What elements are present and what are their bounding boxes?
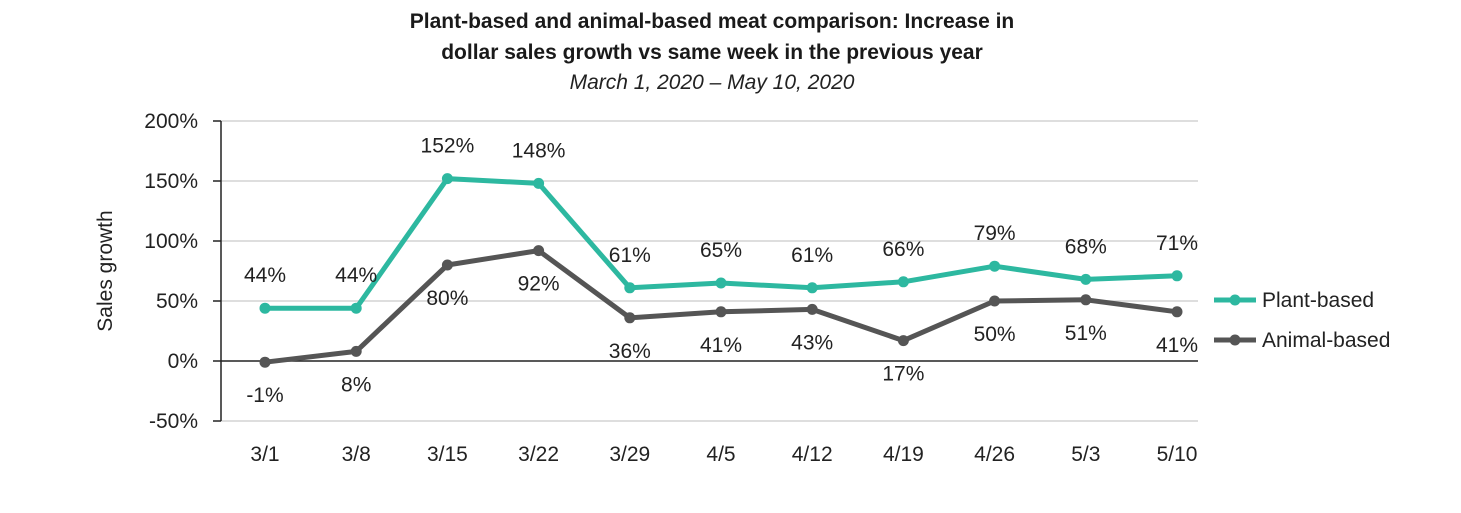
data-label-animal-based: 80% xyxy=(426,287,468,310)
data-point xyxy=(897,276,909,288)
data-point xyxy=(989,295,1001,307)
legend-label: Animal-based xyxy=(1262,329,1390,352)
data-label-plant-based: 79% xyxy=(974,222,1016,245)
x-tick-labels: 3/1 3/8 3/15 3/22 3/29 4/5 4/12 4/19 4/26 5/3 5/10 xyxy=(250,443,1197,466)
x-tick-label: 3/8 xyxy=(342,443,371,466)
x-tick-label: 3/15 xyxy=(427,443,468,466)
data-point xyxy=(533,177,545,189)
data-point xyxy=(715,277,727,289)
data-point xyxy=(1171,270,1183,282)
chart-title-line-1: Plant-based and animal-based meat compar… xyxy=(409,10,1015,33)
y-tick-labels: -50% 0% 50% 100% 150% 200% xyxy=(144,110,198,433)
data-label-plant-based: 44% xyxy=(244,264,286,287)
data-label-plant-based: 66% xyxy=(882,238,924,261)
y-tick-label: -50% xyxy=(149,410,198,433)
data-label-plant-based: 61% xyxy=(609,244,651,267)
y-tick-label: 50% xyxy=(156,290,198,313)
data-point xyxy=(989,260,1001,272)
data-point xyxy=(624,312,636,324)
series-plant-based xyxy=(259,173,1183,314)
legend-item-animal-based: Animal-based xyxy=(1214,329,1390,352)
data-point xyxy=(806,303,818,315)
y-tick-label: 100% xyxy=(144,230,198,253)
y-axis-label: Sales growth xyxy=(94,210,117,331)
legend-item-plant-based: Plant-based xyxy=(1214,289,1374,312)
x-tick-label: 5/10 xyxy=(1157,443,1198,466)
data-label-plant-based: 65% xyxy=(700,239,742,262)
data-label-animal-based: -1% xyxy=(246,384,283,407)
chart-title-line-2: dollar sales growth vs same week in the … xyxy=(441,41,983,64)
data-point xyxy=(897,335,909,347)
chart-title-block: Plant-based and animal-based meat compar… xyxy=(0,6,1424,98)
x-tick-label: 4/12 xyxy=(792,443,833,466)
data-label-plant-based: 44% xyxy=(335,264,377,287)
legend-swatch-marker xyxy=(1229,334,1241,346)
data-label-animal-based: 51% xyxy=(1065,322,1107,345)
legend-swatch-marker xyxy=(1229,294,1241,306)
data-label-animal-based: 41% xyxy=(700,334,742,357)
data-label-animal-based: 41% xyxy=(1156,334,1198,357)
data-point xyxy=(1080,294,1092,306)
data-point xyxy=(259,356,271,368)
axes xyxy=(213,120,1198,422)
x-tick-label: 4/5 xyxy=(706,443,735,466)
x-tick-label: 4/19 xyxy=(883,443,924,466)
data-point xyxy=(350,302,362,314)
data-label-plant-based: 148% xyxy=(512,139,566,162)
data-point xyxy=(441,259,453,271)
chart-subtitle: March 1, 2020 – May 10, 2020 xyxy=(569,71,855,94)
x-tick-label: 4/26 xyxy=(974,443,1015,466)
data-point xyxy=(1080,273,1092,285)
x-tick-label: 3/29 xyxy=(609,443,650,466)
x-tick-label: 3/22 xyxy=(518,443,559,466)
data-label-plant-based: 68% xyxy=(1065,235,1107,258)
data-point xyxy=(806,282,818,294)
data-point xyxy=(715,306,727,318)
data-label-animal-based: 8% xyxy=(341,373,371,396)
y-tick-label: 0% xyxy=(168,350,198,373)
data-label-animal-based: 43% xyxy=(791,331,833,354)
x-tick-label: 5/3 xyxy=(1071,443,1100,466)
data-point xyxy=(533,245,545,257)
data-point xyxy=(624,282,636,294)
data-label-animal-based: 17% xyxy=(882,363,924,386)
data-labels: 44% 44% 152% 148% 61% 65% 61% 66% 79% 68% 71% -1% 8%… xyxy=(244,135,1198,408)
data-point xyxy=(1171,306,1183,318)
data-point xyxy=(259,302,271,314)
y-tick-label: 150% xyxy=(144,170,198,193)
data-point xyxy=(350,345,362,357)
data-label-animal-based: 36% xyxy=(609,340,651,363)
data-point xyxy=(441,173,453,185)
x-tick-label: 3/1 xyxy=(250,443,279,466)
data-label-animal-based: 92% xyxy=(518,273,560,296)
gridlines xyxy=(221,120,1198,422)
data-label-plant-based: 71% xyxy=(1156,232,1198,255)
legend-label: Plant-based xyxy=(1262,289,1374,312)
y-tick-label: 200% xyxy=(144,110,198,133)
series-animal-based xyxy=(259,245,1183,368)
data-label-plant-based: 61% xyxy=(791,244,833,267)
data-label-animal-based: 50% xyxy=(974,323,1016,346)
legend: Plant-based Animal-based xyxy=(1214,289,1390,352)
series xyxy=(259,173,1183,368)
data-label-plant-based: 152% xyxy=(421,135,475,158)
